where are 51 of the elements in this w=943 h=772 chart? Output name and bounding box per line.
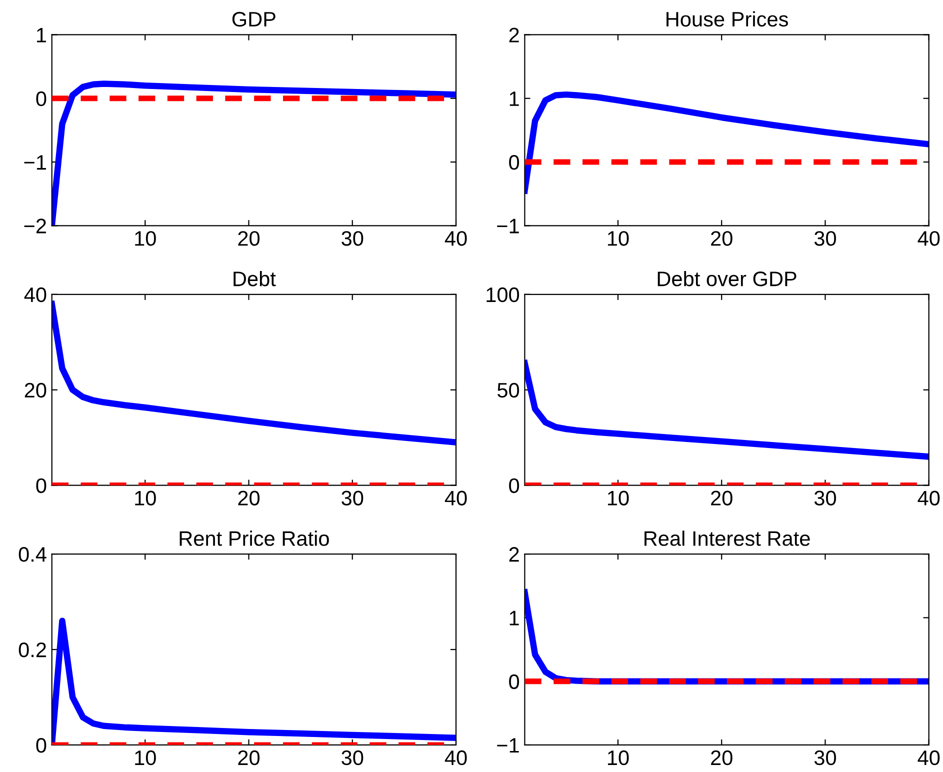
x-tick-label: 20	[711, 750, 732, 766]
x-tick-label: 20	[711, 231, 732, 246]
y-tick-label: 100	[486, 287, 520, 302]
y-tick-label: 1	[510, 92, 519, 106]
y-tick-label: −2	[24, 218, 46, 234]
chart-title: Debt	[234, 270, 276, 286]
y-tick-label: 50	[498, 382, 520, 398]
x-tick-label: 30	[342, 231, 364, 246]
y-tick-label: −1	[24, 155, 46, 170]
y-tick-label: 0	[509, 155, 520, 170]
y-tick-label: 0	[36, 738, 46, 753]
x-tick-label: 30	[342, 490, 364, 506]
y-tick-label: 0	[36, 478, 46, 494]
y-tick-label: 2	[509, 547, 519, 562]
x-tick-label: 40	[444, 750, 467, 766]
y-tick-label: 0.4	[18, 547, 46, 562]
y-tick-label: 0	[36, 91, 46, 106]
x-tick-label: 10	[608, 750, 629, 766]
y-tick-label: −1	[497, 738, 519, 753]
x-tick-label: 30	[342, 750, 364, 766]
chart-title: House Prices	[666, 11, 788, 27]
x-tick-label: 40	[444, 231, 467, 246]
y-tick-label: 20	[24, 382, 46, 398]
chart-title: GDP	[232, 12, 276, 27]
x-tick-label: 20	[238, 490, 260, 506]
x-tick-label: 30	[814, 490, 836, 506]
x-tick-label: 20	[238, 231, 260, 246]
x-tick-label: 40	[918, 750, 940, 766]
x-tick-label: 10	[608, 490, 629, 506]
chart-title: Rent Price Ratio	[180, 530, 329, 546]
x-tick-label: 10	[135, 231, 156, 246]
x-tick-label: 10	[135, 750, 156, 766]
x-tick-label: 40	[918, 490, 940, 506]
x-tick-label: 40	[918, 231, 940, 246]
x-tick-label: 10	[608, 231, 629, 246]
x-tick-label: 30	[814, 750, 836, 766]
y-tick-label: 0.2	[18, 642, 46, 658]
x-tick-label: 10	[135, 490, 156, 506]
y-tick-label: 1	[37, 28, 46, 42]
y-tick-label: 1	[510, 610, 519, 626]
y-tick-label: 0	[509, 478, 520, 494]
x-tick-label: 30	[814, 231, 836, 246]
chart-title: Real Interest Rate	[644, 530, 810, 546]
y-tick-label: 0	[509, 674, 520, 690]
y-tick-label: 40	[24, 287, 46, 302]
x-tick-label: 20	[711, 490, 732, 506]
y-tick-label: −1	[497, 218, 519, 234]
x-tick-label: 20	[238, 750, 260, 766]
chart-title: Debt over GDP	[658, 270, 796, 286]
y-tick-label: 2	[509, 28, 519, 42]
x-tick-label: 40	[444, 490, 467, 506]
